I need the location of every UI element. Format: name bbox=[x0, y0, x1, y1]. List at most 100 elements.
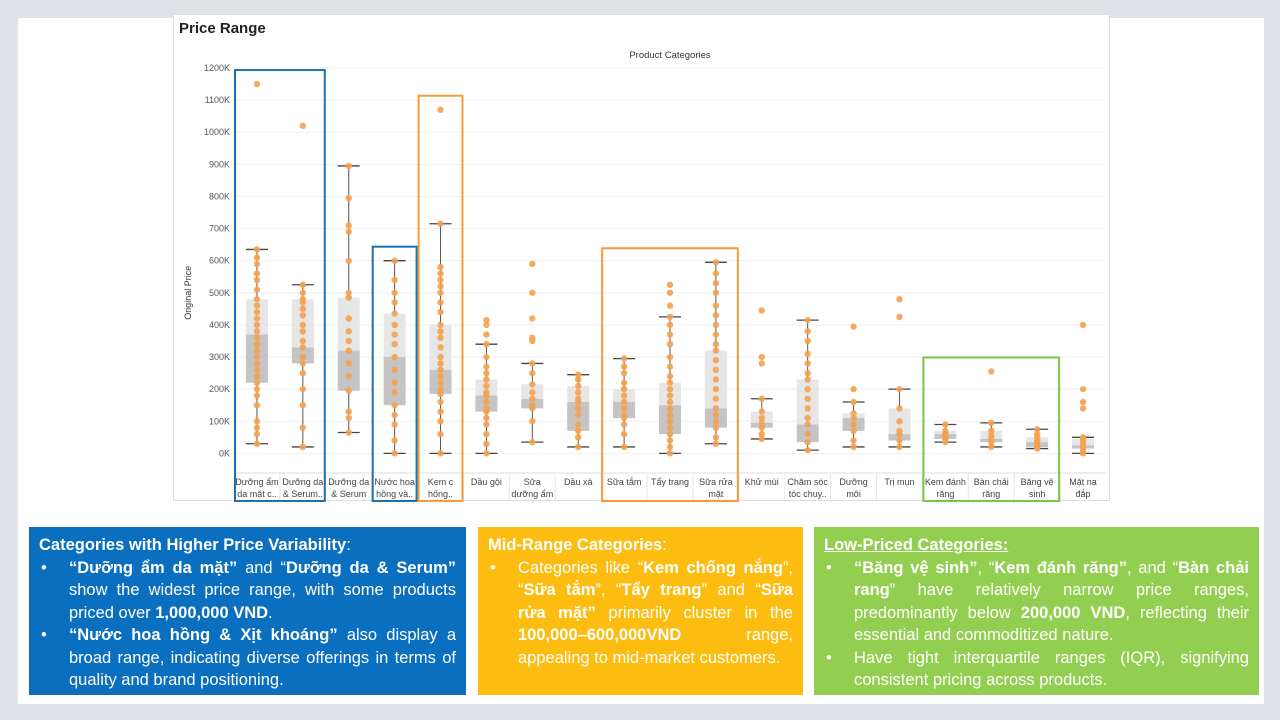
data-point bbox=[896, 296, 903, 303]
data-point bbox=[253, 360, 261, 367]
data-point bbox=[896, 437, 903, 444]
box-lower bbox=[337, 350, 360, 391]
data-point bbox=[529, 405, 536, 412]
data-point bbox=[712, 405, 720, 412]
data-point bbox=[988, 419, 995, 427]
panel-low-priced: Low-Priced Categories: “Băng vệ sinh”, “… bbox=[814, 527, 1259, 695]
data-point bbox=[804, 328, 811, 335]
data-point bbox=[299, 344, 307, 351]
data-point bbox=[712, 312, 720, 319]
data-point bbox=[804, 438, 811, 446]
x-tick-label: & Serum.. bbox=[283, 489, 323, 499]
box-upper bbox=[337, 297, 360, 351]
category-group: Trị mụn bbox=[884, 296, 915, 487]
data-point bbox=[437, 385, 444, 393]
data-point bbox=[666, 289, 674, 296]
x-tick-label: Kem đánh bbox=[925, 477, 966, 487]
data-point bbox=[758, 395, 765, 402]
y-tick-label: 300K bbox=[209, 352, 230, 362]
data-point bbox=[529, 438, 536, 446]
data-point bbox=[666, 411, 674, 419]
data-point bbox=[804, 414, 811, 422]
data-point bbox=[437, 390, 444, 398]
x-tick-label: tóc chuy.. bbox=[789, 489, 827, 499]
data-point bbox=[804, 337, 811, 345]
x-tick-label: Tẩy trang bbox=[651, 477, 689, 487]
data-point bbox=[575, 411, 582, 419]
data-point bbox=[712, 434, 720, 441]
data-point bbox=[253, 321, 261, 329]
data-point bbox=[850, 427, 857, 435]
data-point bbox=[299, 385, 307, 393]
category-group: Dầu xả bbox=[564, 371, 593, 487]
x-tick-label: Dầu xả bbox=[564, 477, 593, 487]
data-point bbox=[253, 260, 261, 268]
data-point bbox=[529, 369, 536, 377]
data-point bbox=[253, 276, 261, 284]
bullet-text-run: Tẩy trang bbox=[621, 581, 702, 599]
data-point bbox=[804, 385, 811, 393]
bullet-text-run: , and “ bbox=[1126, 558, 1179, 577]
data-point bbox=[483, 353, 490, 361]
x-tick-label: Dưỡng bbox=[839, 477, 867, 487]
x-tick-label: Dầu gội bbox=[471, 477, 502, 487]
data-point bbox=[253, 80, 261, 88]
data-point bbox=[529, 260, 536, 268]
data-point bbox=[850, 323, 857, 330]
data-point bbox=[712, 321, 720, 329]
data-point bbox=[850, 443, 857, 451]
data-point bbox=[437, 308, 444, 316]
data-point bbox=[666, 392, 674, 399]
data-point bbox=[988, 427, 995, 435]
data-point bbox=[253, 246, 261, 253]
data-point bbox=[437, 430, 444, 438]
data-point bbox=[712, 395, 720, 402]
y-tick-label: 800K bbox=[209, 191, 230, 201]
y-tick-label: 0K bbox=[219, 448, 230, 458]
data-point bbox=[620, 355, 628, 362]
data-point bbox=[437, 283, 444, 290]
x-tick-label: mặt bbox=[708, 489, 724, 499]
data-point bbox=[437, 276, 444, 284]
data-point bbox=[345, 360, 352, 367]
data-point bbox=[666, 321, 674, 329]
panel-heading-higher-variability: Categories with Higher Price Variability… bbox=[39, 534, 456, 557]
data-point bbox=[712, 259, 720, 266]
data-point bbox=[758, 408, 765, 415]
data-point bbox=[712, 366, 720, 374]
data-point bbox=[575, 443, 582, 451]
data-point bbox=[712, 357, 720, 364]
data-point bbox=[299, 312, 307, 319]
data-point bbox=[620, 430, 628, 438]
highlight-frame bbox=[371, 245, 418, 502]
data-point bbox=[437, 418, 444, 425]
data-point bbox=[391, 379, 398, 386]
data-point bbox=[345, 315, 352, 322]
bullet-item: Categories like “Kem chống nắng ”, “Sữa t… bbox=[488, 557, 793, 670]
data-point bbox=[253, 334, 261, 341]
data-point bbox=[575, 371, 582, 378]
data-point bbox=[666, 443, 674, 451]
data-point bbox=[620, 392, 628, 399]
x-tick-label: Dưỡng da bbox=[328, 477, 369, 487]
x-tick-label: & Serum bbox=[331, 489, 366, 499]
bullet-text-run: “Dưỡng ẩm da mặt” bbox=[69, 558, 238, 577]
data-point bbox=[575, 382, 582, 390]
data-point bbox=[345, 228, 352, 235]
data-point bbox=[437, 289, 444, 296]
data-point bbox=[529, 389, 536, 396]
data-point bbox=[666, 385, 674, 393]
data-point bbox=[620, 421, 628, 428]
data-point bbox=[437, 270, 444, 277]
data-point bbox=[1079, 321, 1087, 329]
bullet-text-run: primarily cluster in the bbox=[595, 603, 793, 622]
data-point bbox=[666, 379, 674, 386]
heading-text: Low-Priced Categories: bbox=[824, 536, 1009, 554]
data-point bbox=[483, 430, 490, 438]
x-tick-label: Sữa tắm bbox=[607, 477, 642, 487]
data-point bbox=[529, 360, 536, 367]
data-point bbox=[253, 353, 261, 361]
data-point bbox=[391, 257, 398, 264]
data-point bbox=[575, 427, 582, 435]
data-point bbox=[575, 434, 582, 441]
